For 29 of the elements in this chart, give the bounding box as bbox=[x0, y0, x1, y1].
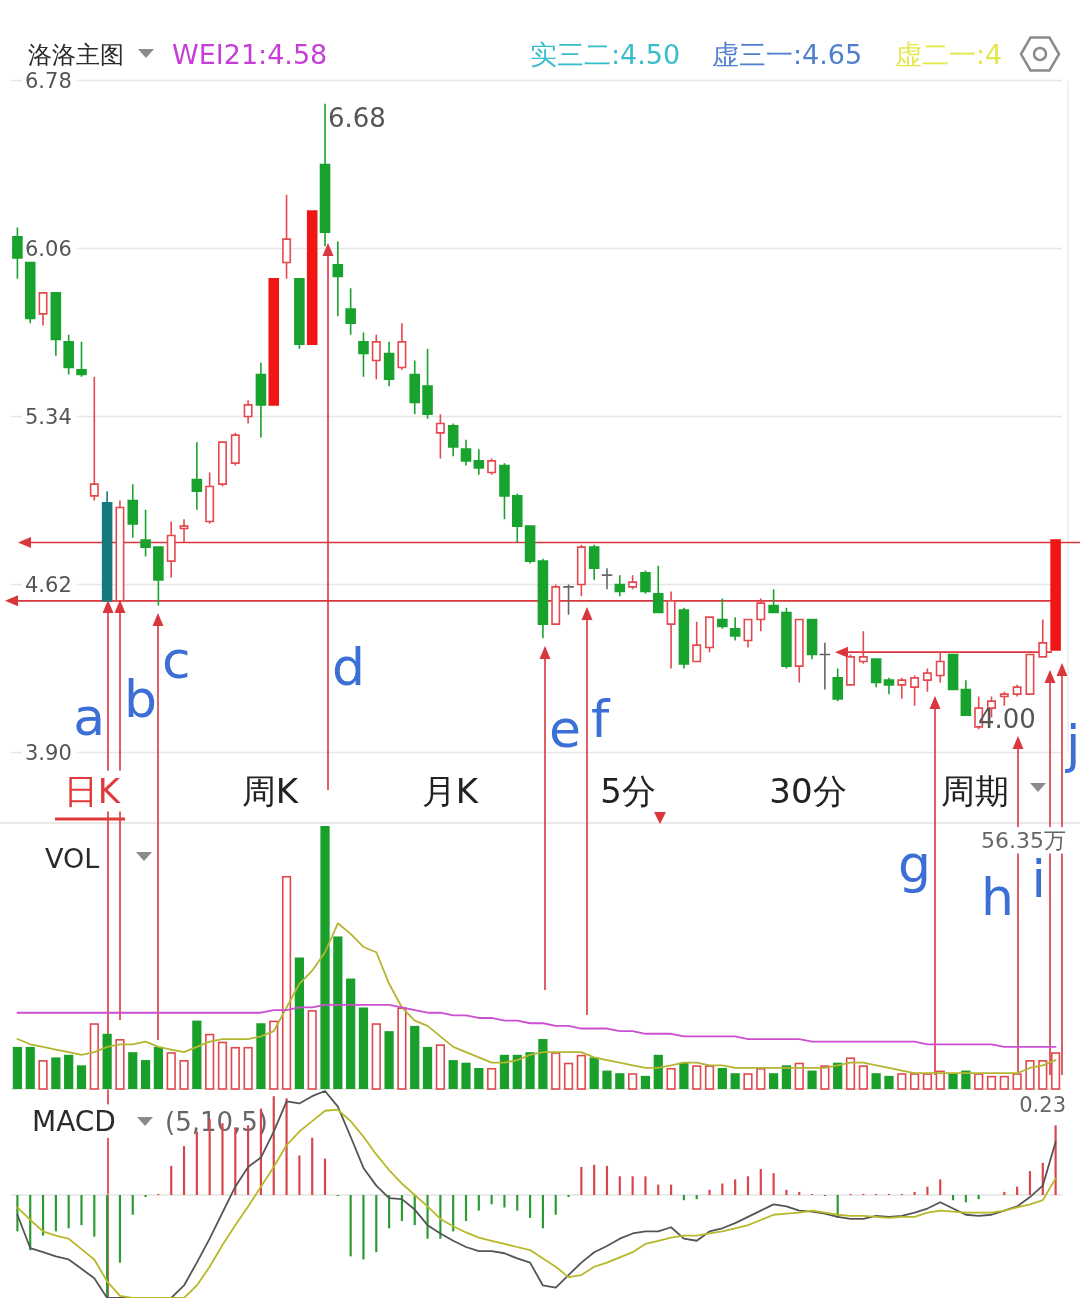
annotation: b bbox=[124, 669, 158, 729]
y-tick-label: 3.90 bbox=[25, 741, 72, 765]
text: 周期 bbox=[941, 771, 1009, 811]
text: 周K bbox=[241, 771, 300, 811]
annotation: g bbox=[897, 834, 931, 894]
text: 虚二一:4 bbox=[895, 39, 1003, 70]
annotation: c bbox=[162, 630, 191, 690]
annotation: e bbox=[549, 699, 581, 759]
text: 日K bbox=[63, 771, 122, 811]
annotation: f bbox=[591, 689, 611, 749]
y-tick-label: 6.06 bbox=[25, 237, 72, 261]
y-tick-label: 5.34 bbox=[25, 405, 72, 429]
y-tick-label: 6.78 bbox=[25, 69, 72, 93]
y-tick-label: 4.62 bbox=[25, 573, 72, 597]
chart-title: 洛洛主图 bbox=[28, 41, 124, 69]
text: 月K bbox=[421, 771, 480, 811]
text: 虚三一:4.65 bbox=[712, 39, 863, 70]
annotation: 0.23 bbox=[1019, 1093, 1066, 1117]
annotation: h bbox=[981, 867, 1014, 927]
annotation: 6.68 bbox=[328, 103, 386, 133]
text: 实三二:4.50 bbox=[530, 39, 681, 70]
text: 5分 bbox=[600, 771, 656, 811]
text: 30分 bbox=[769, 771, 847, 811]
annotation: a bbox=[73, 687, 105, 747]
text: WEI21:4.58 bbox=[172, 39, 328, 70]
text: VOL bbox=[45, 843, 100, 874]
text: MACD bbox=[32, 1105, 116, 1138]
annotation: d bbox=[332, 637, 366, 697]
text: j bbox=[1065, 714, 1080, 774]
